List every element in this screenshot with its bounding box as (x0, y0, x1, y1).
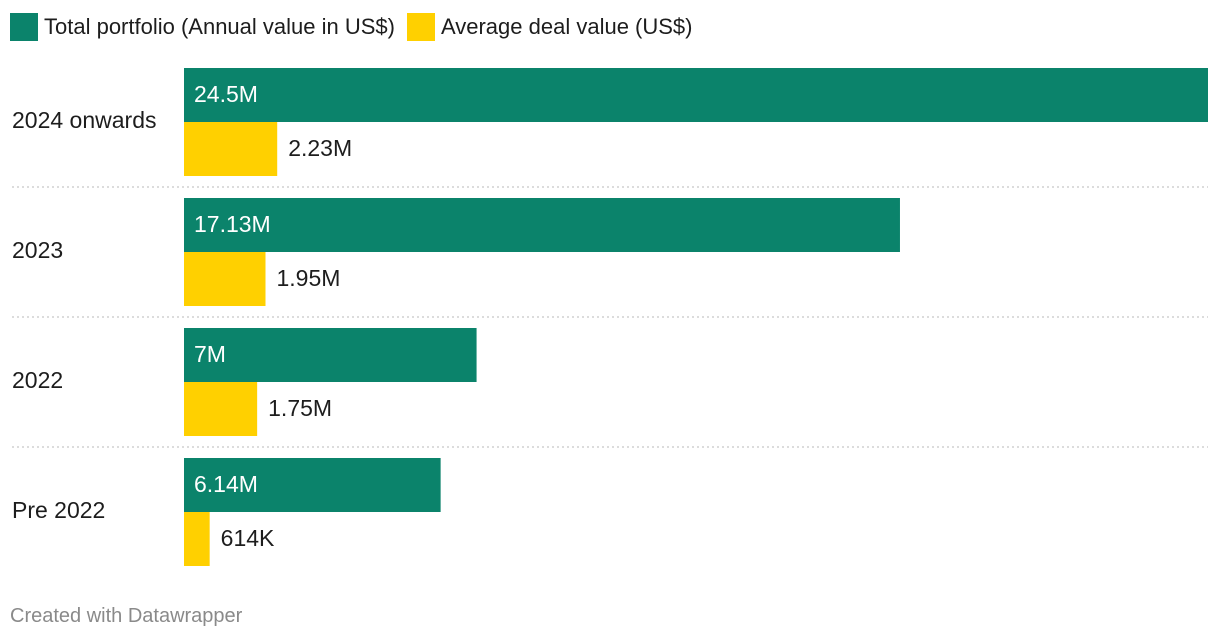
legend-item-total: Total portfolio (Annual value in US$) (10, 13, 395, 41)
category-label-2023: 2023 (12, 237, 63, 263)
legend-swatch-total (10, 13, 38, 41)
data-label-average-2022: 1.75M (268, 395, 332, 421)
legend-label-average: Average deal value (US$) (440, 14, 693, 39)
bar-total-2023 (184, 198, 900, 252)
data-label-total-2022: 7M (194, 341, 226, 367)
legend: Total portfolio (Annual value in US$) Av… (10, 12, 705, 42)
bar-total-pre-2022 (184, 458, 441, 512)
bar-average-2023 (184, 252, 266, 306)
bar-average-pre-2022 (184, 512, 210, 566)
legend-swatch-average (406, 13, 435, 41)
bar-total-2024-onwards (184, 68, 1208, 122)
data-label-total-pre-2022: 6.14M (194, 471, 258, 497)
legend-item-average: Average deal value (US$) (406, 13, 693, 41)
footer-credit: Created with Datawrapper (10, 605, 243, 627)
bar-average-2022 (184, 382, 258, 436)
legend-label-total: Total portfolio (Annual value in US$) (44, 14, 395, 39)
data-label-total-2024-onwards: 24.5M (194, 81, 258, 107)
category-label-2024-onwards: 2024 onwards (12, 107, 157, 133)
category-label-pre-2022: Pre 2022 (12, 497, 105, 523)
data-label-total-2023: 17.13M (194, 211, 271, 237)
data-label-average-pre-2022: 614K (221, 525, 275, 551)
data-label-average-2024-onwards: 2.23M (288, 135, 352, 161)
bar-average-2024-onwards (184, 122, 278, 176)
category-label-2022: 2022 (12, 367, 63, 393)
data-label-average-2023: 1.95M (277, 265, 341, 291)
bar-total-2022 (184, 328, 477, 382)
